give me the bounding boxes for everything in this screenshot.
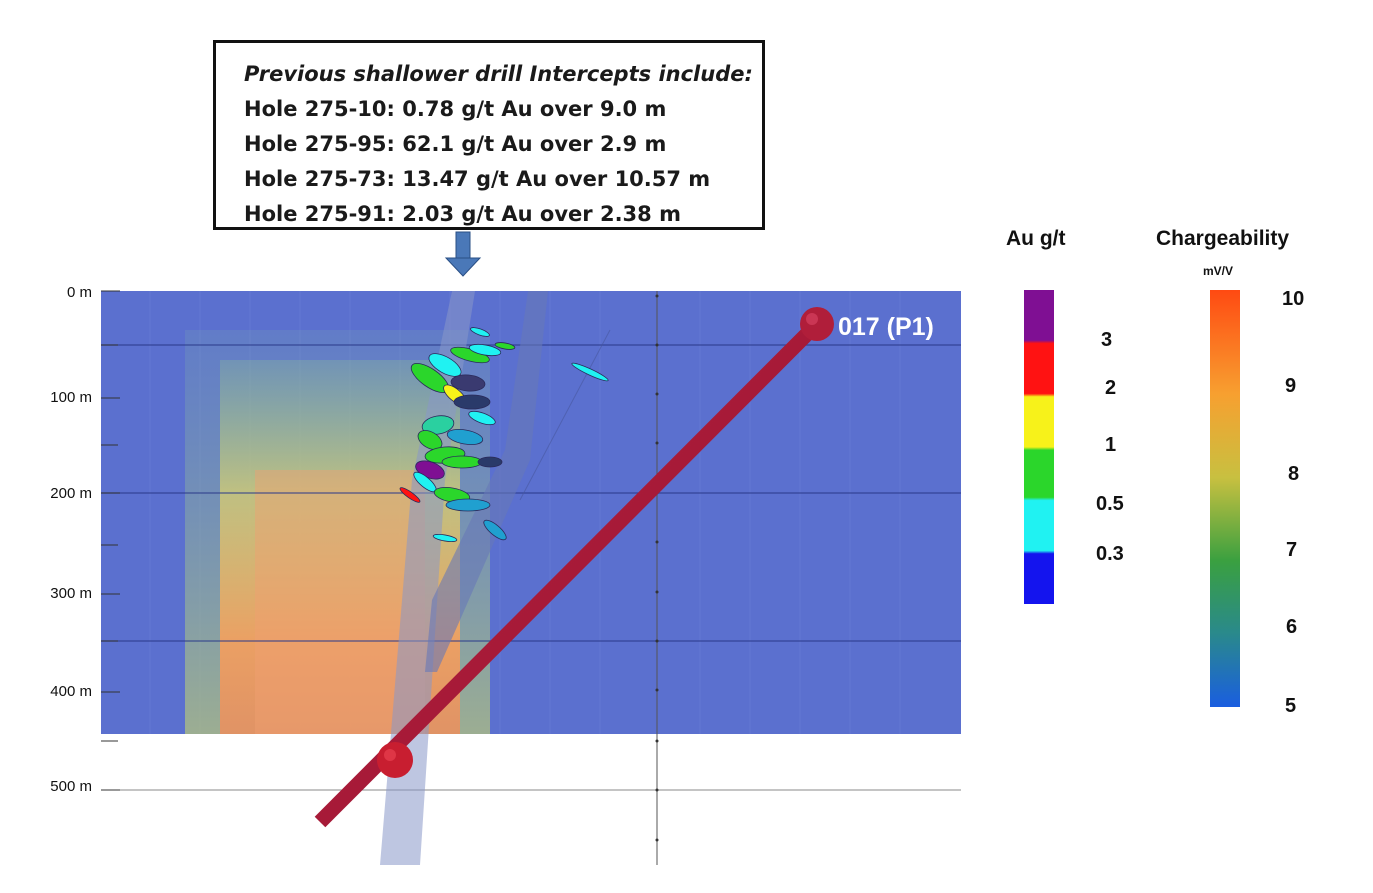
chargeability-legend-label: 8 — [1288, 463, 1300, 485]
au-legend-label: 0.3 — [1096, 543, 1124, 565]
fault-plane-2 — [425, 291, 548, 672]
callout-line: Hole 275-73: 13.47 g/t Au over 10.57 m — [244, 167, 711, 191]
au-legend-label: 2 — [1105, 377, 1117, 399]
depth-label: 0 m — [66, 284, 92, 301]
older-hole-trace — [519, 329, 611, 501]
drill-hole-017 — [314, 318, 823, 828]
drill-hole-collar-highlight — [806, 313, 818, 325]
vertical-scale-ticks — [655, 294, 659, 842]
chargeability-colorbar — [1210, 290, 1240, 707]
au-legend-label: 1 — [1105, 434, 1117, 456]
depth-axis-ticks — [101, 290, 120, 791]
drill-hole-target — [377, 742, 413, 778]
au-legend-label: 0.5 — [1096, 493, 1124, 515]
callout-line: Hole 275-10: 0.78 g/t Au over 9.0 m — [244, 97, 667, 121]
depth-label: 200 m — [50, 485, 92, 502]
callout-arrow — [444, 231, 482, 277]
chargeability-legend-unit: mV/V — [1203, 264, 1234, 278]
au-colorbar — [1024, 290, 1054, 604]
drill-hole-collar — [800, 307, 834, 341]
depth-label: 300 m — [50, 585, 92, 602]
au-legend-label: 3 — [1101, 329, 1113, 351]
chargeability-legend-label: 6 — [1286, 616, 1298, 638]
au-legend-title: Au g/t — [1006, 227, 1066, 250]
depth-label: 400 m — [50, 683, 92, 700]
callout-line: Hole 275-95: 62.1 g/t Au over 2.9 m — [244, 132, 667, 156]
chargeability-legend-label: 10 — [1282, 288, 1305, 310]
callout-line: Hole 275-91: 2.03 g/t Au over 2.38 m — [244, 202, 681, 226]
callout-heading: Previous shallower drill Intercepts incl… — [244, 62, 753, 86]
depth-label: 500 m — [50, 778, 92, 795]
chargeability-legend-title: Chargeability — [1156, 227, 1290, 250]
chargeability-legend-label: 9 — [1285, 375, 1297, 397]
au-intercept-discs — [399, 327, 609, 543]
chargeability-legend-label: 5 — [1285, 695, 1297, 717]
intercepts-callout: Previous shallower drill Intercepts incl… — [213, 40, 765, 230]
chargeability-legend-label: 7 — [1286, 539, 1298, 561]
depth-label: 100 m — [50, 389, 92, 406]
drill-hole-target-highlight — [384, 749, 396, 761]
drill-hole-label: 017 (P1) — [838, 313, 934, 341]
